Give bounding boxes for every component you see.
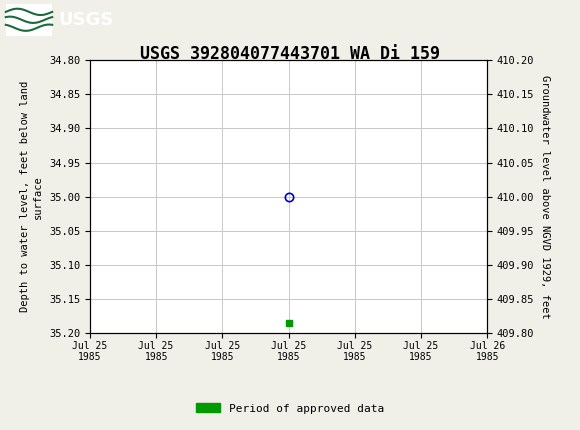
Bar xyxy=(6,4,52,36)
Legend: Period of approved data: Period of approved data xyxy=(191,399,389,418)
Y-axis label: Depth to water level, feet below land
surface: Depth to water level, feet below land su… xyxy=(20,81,44,312)
Y-axis label: Groundwater level above NGVD 1929, feet: Groundwater level above NGVD 1929, feet xyxy=(540,75,550,319)
Text: USGS 392804077443701 WA Di 159: USGS 392804077443701 WA Di 159 xyxy=(140,45,440,63)
Text: USGS: USGS xyxy=(58,11,113,29)
